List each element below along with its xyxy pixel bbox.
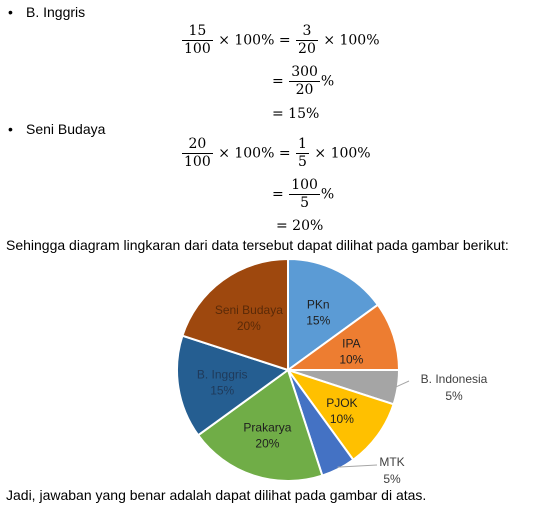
leader-line-b-indonesia	[395, 380, 410, 388]
denominator: 100	[184, 41, 211, 57]
slice-value-ipa: 10%	[339, 352, 363, 366]
operator-text: × 100%	[314, 145, 371, 162]
slice-label-pjok: PJOK	[326, 396, 357, 410]
equation-seni-budaya-3: = 20%	[276, 218, 324, 234]
numerator: 300	[289, 64, 320, 82]
numerator: 15	[182, 23, 213, 41]
denominator: 20	[295, 82, 314, 98]
denominator: 100	[184, 154, 211, 170]
slice-label-ipa: IPA	[342, 336, 360, 350]
equals-sign: =	[272, 186, 284, 203]
numerator: 3	[296, 23, 318, 41]
slice-value-pjok: 10%	[330, 412, 354, 426]
bullet-icon: •	[8, 121, 13, 137]
fraction: 20 100	[182, 136, 213, 171]
pie-slice-b-inggris	[176, 334, 291, 437]
numerator: 20	[182, 136, 213, 154]
section-title-b-inggris: B. Inggris	[26, 4, 86, 20]
slice-value-b-indonesia: 5%	[445, 389, 463, 403]
section-title-seni-budaya: Seni Budaya	[26, 121, 106, 137]
equals-sign: =	[272, 73, 284, 90]
slice-label-b-inggris: B. Inggris	[197, 367, 248, 381]
numerator: 1	[296, 136, 309, 154]
slice-value-pkn: 15%	[306, 314, 330, 328]
equation-seni-budaya-2: = 100 5%	[272, 177, 334, 212]
bullet-seni-budaya: • Seni Budaya	[8, 121, 105, 137]
equation-b-inggris-1: 15 100 × 100% = 3 20 × 100%	[181, 23, 380, 58]
slice-label-prakarya: Prakarya	[243, 420, 291, 434]
leader-line-mtk	[337, 464, 378, 468]
percent-sign: %	[320, 73, 335, 90]
bullet-icon: •	[8, 4, 13, 20]
slice-label-b-indonesia: B. Indonesia	[421, 372, 488, 386]
pie-slice-seni-budaya	[181, 257, 289, 372]
slice-label-seni-budaya: Seni Budaya	[215, 303, 283, 317]
fraction: 300 20	[289, 64, 320, 99]
denominator: 5	[298, 154, 307, 170]
numerator: 100	[289, 177, 320, 195]
operator-text: × 100% =	[218, 145, 291, 162]
intro-paragraph: Sehingga diagram lingkaran dari data ter…	[6, 237, 509, 253]
equation-b-inggris-3: = 15%	[272, 106, 320, 122]
fraction: 3 20	[296, 23, 318, 58]
pie-slice-prakarya	[196, 368, 324, 482]
slice-label-pkn: PKn	[307, 298, 330, 312]
slice-value-b-inggris: 15%	[210, 383, 234, 397]
bullet-b-inggris: • B. Inggris	[8, 4, 85, 20]
closing-paragraph: Jadi, jawaban yang benar adalah dapat di…	[6, 487, 427, 503]
slice-value-prakarya: 20%	[255, 436, 279, 450]
fraction: 15 100	[182, 23, 213, 58]
pie-slice-pkn	[287, 257, 380, 372]
operator-text: × 100%	[323, 32, 380, 49]
equation-b-inggris-2: = 300 20%	[272, 64, 334, 99]
denominator: 20	[298, 41, 316, 57]
operator-text: × 100% =	[218, 32, 291, 49]
fraction: 100 5	[289, 177, 320, 212]
slice-value-seni-budaya: 20%	[237, 319, 261, 333]
slice-value-mtk: 5%	[383, 472, 401, 486]
denominator: 5	[300, 195, 310, 211]
percent-sign: %	[320, 186, 335, 203]
slice-label-mtk: MTK	[379, 455, 404, 469]
